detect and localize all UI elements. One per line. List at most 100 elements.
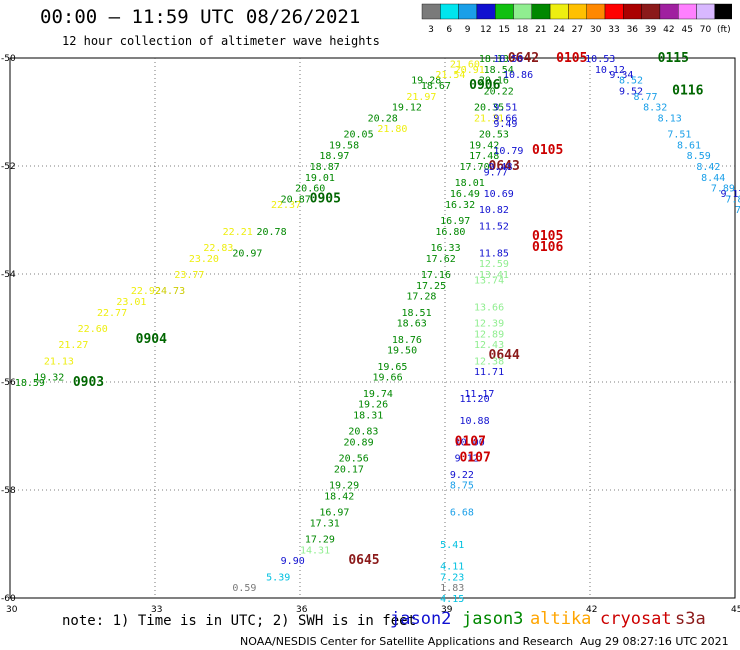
- wave-height-label: 19.32: [34, 373, 64, 384]
- wave-height-label: 18.51: [402, 308, 432, 319]
- wave-height-label: 5.39: [266, 572, 290, 583]
- wave-height-label: 22.77: [97, 308, 127, 319]
- wave-height-label: 21.27: [58, 340, 88, 351]
- wave-height-label: 19.42: [469, 140, 499, 151]
- wave-height-label: 18.42: [324, 491, 354, 502]
- y-tick-label: -56: [1, 378, 16, 388]
- x-tick-label: 45: [731, 605, 740, 615]
- wave-height-label: 19.28: [411, 76, 441, 87]
- wave-height-label: 21.13: [44, 356, 74, 367]
- wave-height-label: 10.88: [460, 416, 490, 427]
- wave-height-label: 16.97: [319, 508, 349, 519]
- time-label: 0107: [455, 434, 486, 449]
- wave-height-label: 23.01: [116, 297, 146, 308]
- wave-height-label: 19.74: [363, 389, 393, 400]
- wave-height-label: 9.77: [484, 167, 508, 178]
- wave-height-label: 9.90: [281, 556, 305, 567]
- wave-height-label: 17.62: [426, 254, 456, 265]
- x-tick-label: 39: [441, 605, 453, 615]
- wave-height-label: 12.59: [479, 259, 509, 270]
- colorbar-tick-label: 70: [700, 25, 712, 35]
- wave-height-label: 17.29: [305, 535, 335, 546]
- wave-height-label: 18.54: [484, 65, 514, 76]
- sat-jason3-label: jason3: [462, 609, 524, 629]
- wave-height-label: 20.28: [368, 113, 398, 124]
- wave-height-label: 19.01: [305, 173, 335, 184]
- sat-cryosat-label: cryosat: [600, 609, 672, 629]
- wave-height-label: 4.11: [440, 562, 464, 573]
- colorbar-tick-label: 36: [627, 25, 639, 35]
- y-tick-label: -52: [1, 162, 16, 172]
- wave-height-label: 20.83: [348, 427, 378, 438]
- colorbar-tick-label: 45: [681, 25, 692, 35]
- wave-height-label: 20.87: [281, 194, 311, 205]
- wave-height-label: 19.50: [387, 346, 417, 357]
- wave-height-label: 19.29: [329, 481, 359, 492]
- wave-height-label: 17.31: [310, 518, 340, 529]
- time-label: 0105: [532, 229, 563, 244]
- wave-height-label: 10.53: [585, 54, 615, 65]
- colorbar-tick-label: 9: [465, 25, 471, 35]
- wave-height-label: 22.83: [203, 243, 233, 254]
- colorbar-tick-label: 42: [663, 25, 674, 35]
- wave-height-label: 7.84: [735, 205, 740, 216]
- colorbar-tick-label: 30: [590, 25, 602, 35]
- colorbar-tick-label: 21: [535, 25, 546, 35]
- wave-height-label: 8.77: [634, 92, 658, 103]
- wave-height-label: 16.97: [440, 216, 470, 227]
- wave-height-label: 22.37: [271, 200, 301, 211]
- wave-height-label: 6.68: [450, 508, 474, 519]
- sat-s3a-label: s3a: [675, 609, 706, 629]
- x-tick-label: 42: [586, 605, 597, 615]
- wave-height-label: 20.97: [232, 248, 262, 259]
- wave-height-label: 20.89: [344, 437, 374, 448]
- wave-height-label: 9.17: [721, 189, 740, 200]
- wave-height-label: 16.49: [450, 189, 480, 200]
- wave-height-label: 20.35: [474, 103, 504, 114]
- wave-height-label: 19.66: [373, 373, 403, 384]
- wave-height-label: 8.75: [450, 481, 474, 492]
- sat-altika-label: altika: [530, 609, 592, 629]
- wave-height-label: 21.60: [450, 59, 480, 70]
- time-label: 0645: [348, 553, 379, 568]
- wave-height-label: 7.89: [711, 184, 735, 195]
- wave-height-label: 8.32: [643, 103, 667, 114]
- wave-height-label: 12.38: [474, 356, 504, 367]
- wave-height-label: 4.15: [440, 594, 464, 605]
- wave-height-label: 8.52: [619, 76, 643, 87]
- x-tick-label: 36: [296, 605, 308, 615]
- wave-height-label: 7.82: [725, 194, 740, 205]
- x-tick-label: 33: [151, 605, 162, 615]
- colorbar-tick-label: 39: [645, 25, 657, 35]
- wave-height-label: 11.17: [464, 389, 494, 400]
- wave-height-label: 20.17: [334, 464, 364, 475]
- wave-height-label: 21.97: [406, 92, 436, 103]
- colorbar-tick-label: 33: [608, 25, 619, 35]
- wave-height-label: 20.53: [479, 130, 509, 141]
- time-label: 0642: [508, 51, 539, 66]
- wave-height-label: 18.63: [397, 319, 427, 330]
- wave-height-label: 13.74: [474, 275, 504, 286]
- time-label: 0904: [136, 332, 167, 347]
- wave-height-label: 20.78: [257, 227, 287, 238]
- wave-height-label: 13.41: [479, 270, 509, 281]
- wave-height-label: 18.76: [392, 335, 422, 346]
- wave-height-label: 18.67: [421, 81, 451, 92]
- wave-height-label: 10.86: [503, 70, 533, 81]
- time-label: 0905: [310, 191, 341, 206]
- colorbar-tick-label: 15: [498, 25, 509, 35]
- wave-height-label: 9.12: [455, 454, 479, 465]
- wave-height-label: 18.50: [493, 54, 523, 65]
- wave-height-label: 17.16: [421, 270, 451, 281]
- wave-height-label: 18.59: [15, 378, 45, 389]
- colorbar-tick-label: 3: [428, 25, 434, 35]
- wave-height-label: 1.83: [440, 583, 464, 594]
- wave-height-label: 10.82: [479, 205, 509, 216]
- wave-height-label: 17.70: [460, 162, 490, 173]
- legend-note: note: 1) Time is in UTC; 2) SWH is in fe…: [62, 613, 417, 629]
- plot-frame: [9, 57, 736, 599]
- colorbar-tick-label: 27: [572, 25, 583, 35]
- wave-height-label: 8.59: [687, 151, 711, 162]
- chart-title: 00:00 – 11:59 UTC 08/26/2021: [40, 6, 361, 28]
